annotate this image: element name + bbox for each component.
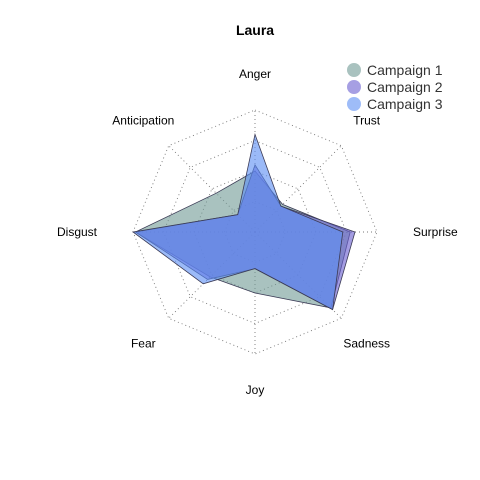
axis-label-joy: Joy: [246, 383, 265, 397]
axis-label-anger: Anger: [239, 67, 271, 81]
legend-marker-campaign-2: [347, 80, 361, 94]
grid-ring-4: [132, 109, 378, 355]
grid-ring-3: [163, 140, 347, 324]
legend-item-campaign-1[interactable]: Campaign 1: [347, 62, 443, 78]
legend-label-campaign-2: Campaign 2: [367, 79, 443, 95]
series-layer: [132, 132, 356, 311]
legend: Campaign 1 Campaign 2 Campaign 3: [347, 62, 443, 112]
series-area-campaign-3[interactable]: [132, 132, 344, 311]
legend-marker-campaign-1: [347, 63, 361, 77]
axis-label-fear: Fear: [131, 337, 156, 351]
axis-label-disgust: Disgust: [57, 225, 98, 239]
legend-marker-campaign-3: [347, 97, 361, 111]
axis-label-surprise: Surprise: [413, 225, 458, 239]
axis-label-trust: Trust: [353, 113, 381, 127]
chart-title: Laura: [236, 22, 274, 38]
axis-label-sadness: Sadness: [343, 337, 390, 351]
axis-label-anticipation: Anticipation: [112, 113, 174, 127]
legend-item-campaign-3[interactable]: Campaign 3: [347, 96, 443, 112]
legend-label-campaign-3: Campaign 3: [367, 96, 443, 112]
axis-labels: Anger Trust Surprise Sadness Joy Fear Disgust A…: [57, 67, 458, 397]
legend-item-campaign-2[interactable]: Campaign 2: [347, 79, 443, 95]
legend-label-campaign-1: Campaign 1: [367, 62, 443, 78]
